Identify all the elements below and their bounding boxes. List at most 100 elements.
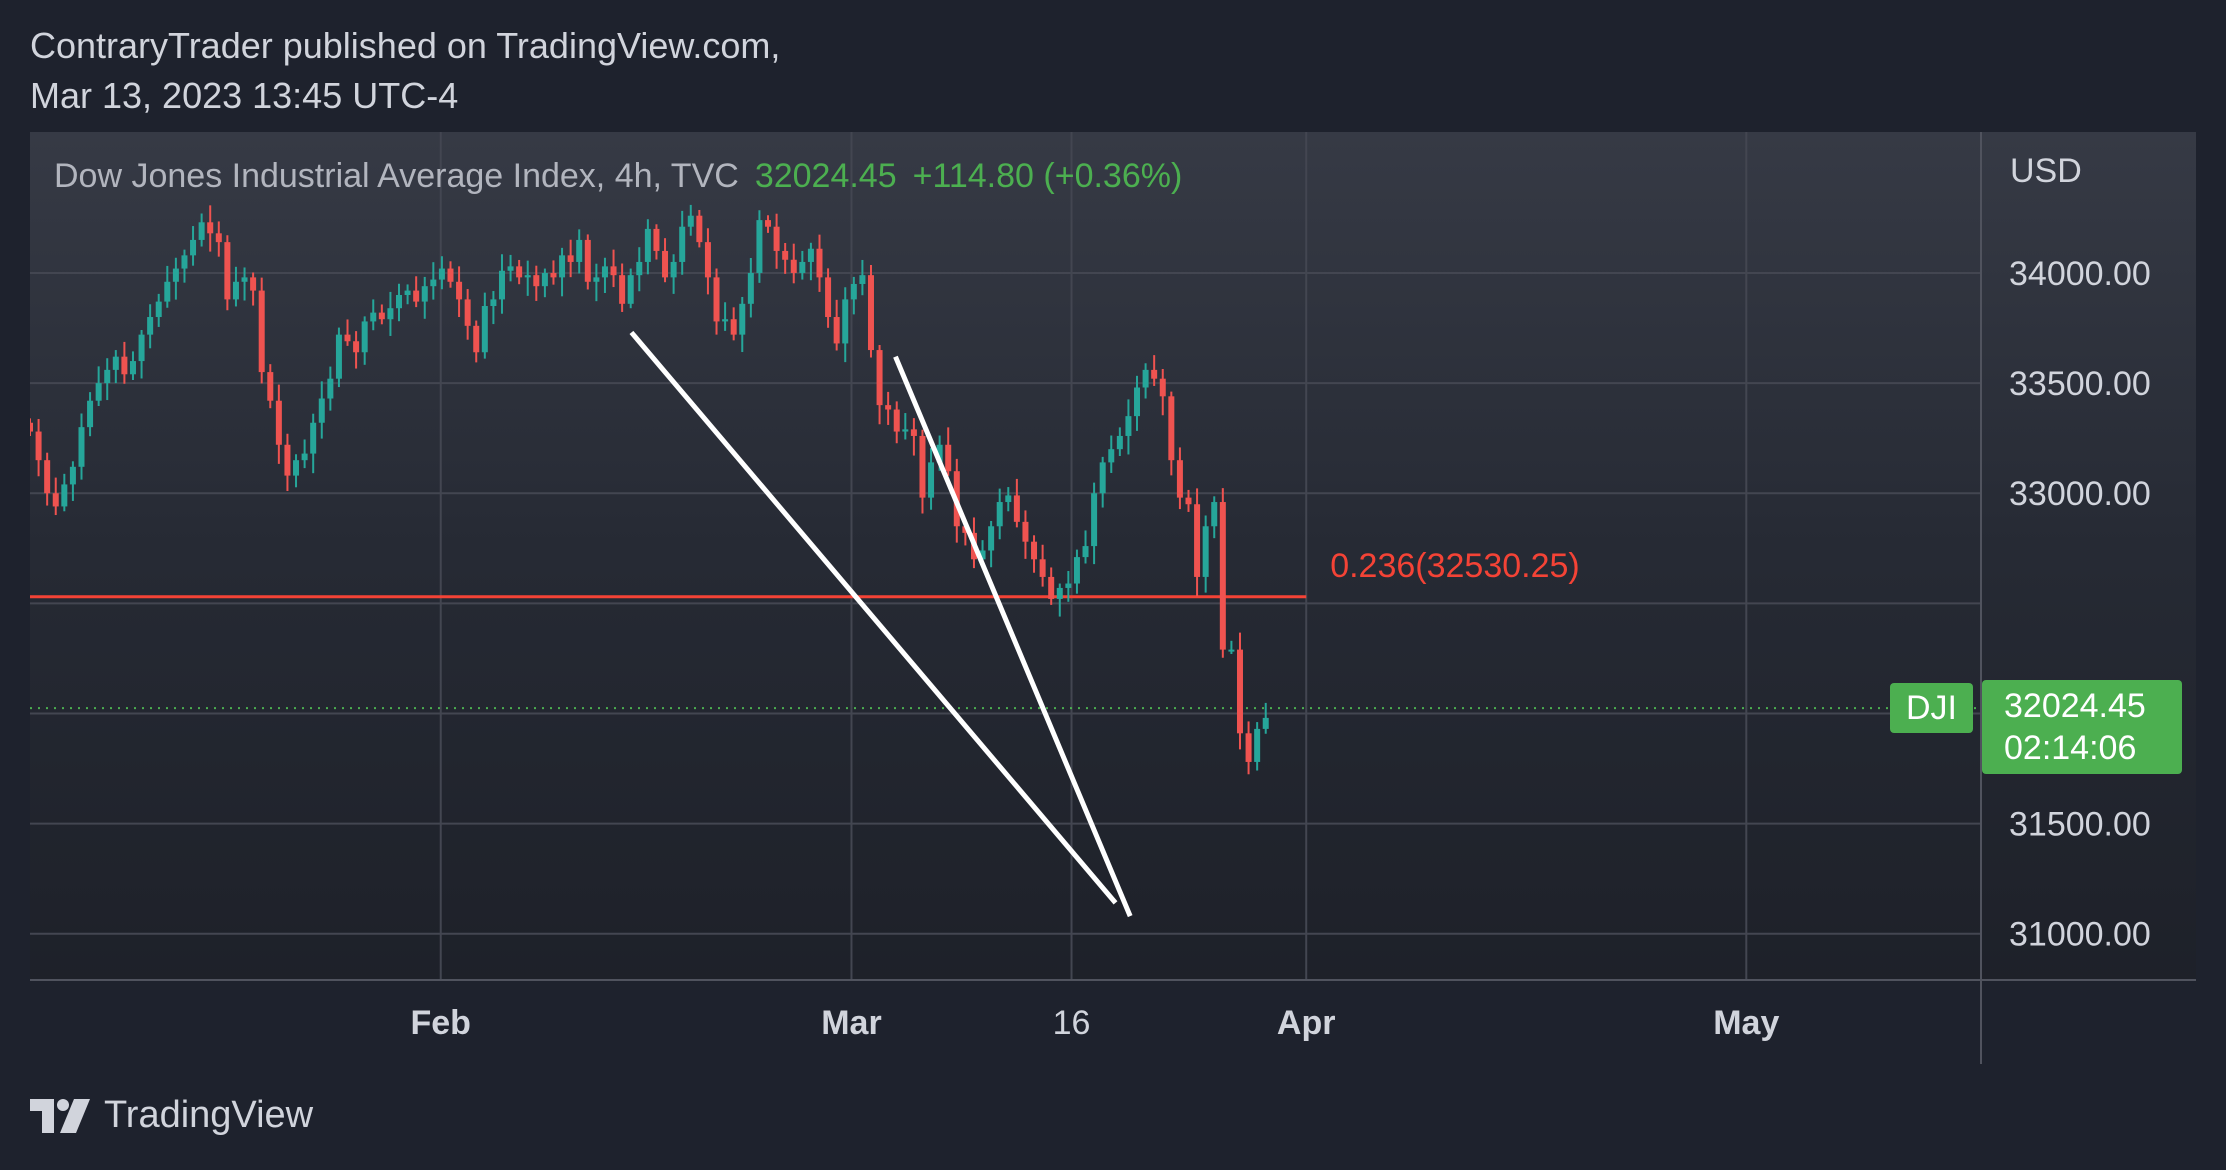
candle-body	[52, 493, 59, 507]
candle-body	[670, 261, 677, 278]
candle-body	[867, 275, 874, 351]
candle-body	[601, 266, 608, 278]
candle	[1031, 535, 1038, 573]
candle	[464, 289, 471, 340]
candle-body	[747, 272, 754, 304]
candle	[662, 238, 669, 283]
candle	[996, 488, 1003, 540]
candle-body	[1116, 435, 1123, 450]
candle-body	[773, 226, 780, 251]
candle	[842, 287, 849, 363]
candle-body	[378, 312, 385, 320]
x-axis-band	[30, 981, 2196, 1064]
candle	[155, 293, 162, 327]
footer-brand[interactable]: TradingView	[30, 1094, 313, 1137]
candle	[456, 266, 463, 318]
candle	[78, 413, 85, 480]
candle-body	[181, 255, 188, 269]
candle	[301, 439, 308, 469]
candle	[919, 429, 926, 514]
bar-countdown: 02:14:06	[2004, 729, 2137, 768]
y-tick-label: 33500.00	[2009, 365, 2151, 403]
candle-body	[112, 356, 119, 370]
candle-body	[78, 427, 85, 467]
candle-body	[885, 405, 892, 410]
candle	[507, 254, 514, 282]
candle	[438, 256, 445, 290]
candle-body	[275, 400, 282, 445]
legend-last-price: 32024.45	[754, 157, 897, 195]
candle-body	[1022, 521, 1029, 542]
candle-body	[619, 275, 626, 304]
publisher-line: ContraryTrader published on TradingView.…	[30, 25, 781, 66]
candle-body	[928, 462, 935, 498]
candle	[1134, 375, 1141, 431]
candle	[773, 213, 780, 269]
candle-body	[430, 279, 437, 287]
candle	[584, 234, 591, 290]
candle	[241, 267, 248, 301]
candle-body	[361, 321, 368, 353]
candle-body	[104, 369, 111, 384]
candle	[893, 401, 900, 444]
candle-body	[224, 242, 231, 300]
candle	[1116, 427, 1123, 457]
candle	[807, 242, 814, 281]
candle	[619, 263, 626, 312]
candle-body	[1211, 502, 1218, 527]
candle	[490, 291, 497, 325]
candles	[30, 204, 1269, 775]
lower-trendline	[629, 330, 1118, 905]
candle	[1099, 456, 1106, 508]
candle-body	[481, 306, 488, 353]
candle-body	[121, 356, 128, 375]
symbol-tag: DJI	[1890, 683, 1973, 734]
candle	[833, 299, 840, 351]
candle-body	[327, 378, 334, 399]
candle-body	[1031, 541, 1038, 560]
candle-body	[1013, 495, 1020, 522]
y-tick-label: 33000.00	[2009, 475, 2151, 513]
candle-body	[799, 261, 806, 273]
chart-panel[interactable]: 34000.00 33500.00 33000.00 31500.00 31000.00…	[30, 132, 2196, 1064]
candle	[524, 260, 531, 296]
candle	[644, 219, 651, 275]
candle	[790, 243, 797, 284]
candle	[610, 249, 617, 288]
candle	[250, 272, 257, 306]
candle	[1056, 583, 1063, 617]
candle-body	[1142, 369, 1149, 388]
candle	[1219, 488, 1226, 658]
candle	[928, 448, 935, 510]
candle	[498, 254, 505, 314]
candle	[284, 433, 291, 492]
candle	[1039, 544, 1046, 587]
candle-body	[198, 222, 205, 240]
candle	[1073, 549, 1080, 594]
candle	[593, 263, 600, 302]
candle	[327, 366, 334, 411]
candle	[567, 239, 574, 278]
candle-body	[1005, 495, 1012, 503]
candle	[138, 330, 145, 379]
candle-body	[318, 398, 325, 423]
publish-date: Mar 13, 2023 13:45 UTC-4	[30, 75, 459, 116]
chart-canvas[interactable]: 34000.00 33500.00 33000.00 31500.00 31000.00…	[30, 132, 2196, 1064]
candle	[541, 268, 548, 298]
x-tick-label: Feb	[411, 1004, 471, 1042]
candle-body	[825, 277, 832, 318]
candle-body	[567, 255, 574, 262]
candle-body	[1039, 559, 1046, 577]
candle	[104, 358, 111, 401]
currency-label: USD	[2010, 152, 2082, 190]
candle-body	[1168, 396, 1175, 461]
candle	[910, 418, 917, 456]
candle	[670, 254, 677, 294]
candle-body	[696, 215, 703, 243]
candle-body	[438, 268, 445, 280]
candle-body	[447, 268, 454, 282]
candle	[413, 276, 420, 308]
candle-body	[730, 319, 737, 335]
candle	[1254, 722, 1261, 771]
candle	[1065, 570, 1072, 602]
